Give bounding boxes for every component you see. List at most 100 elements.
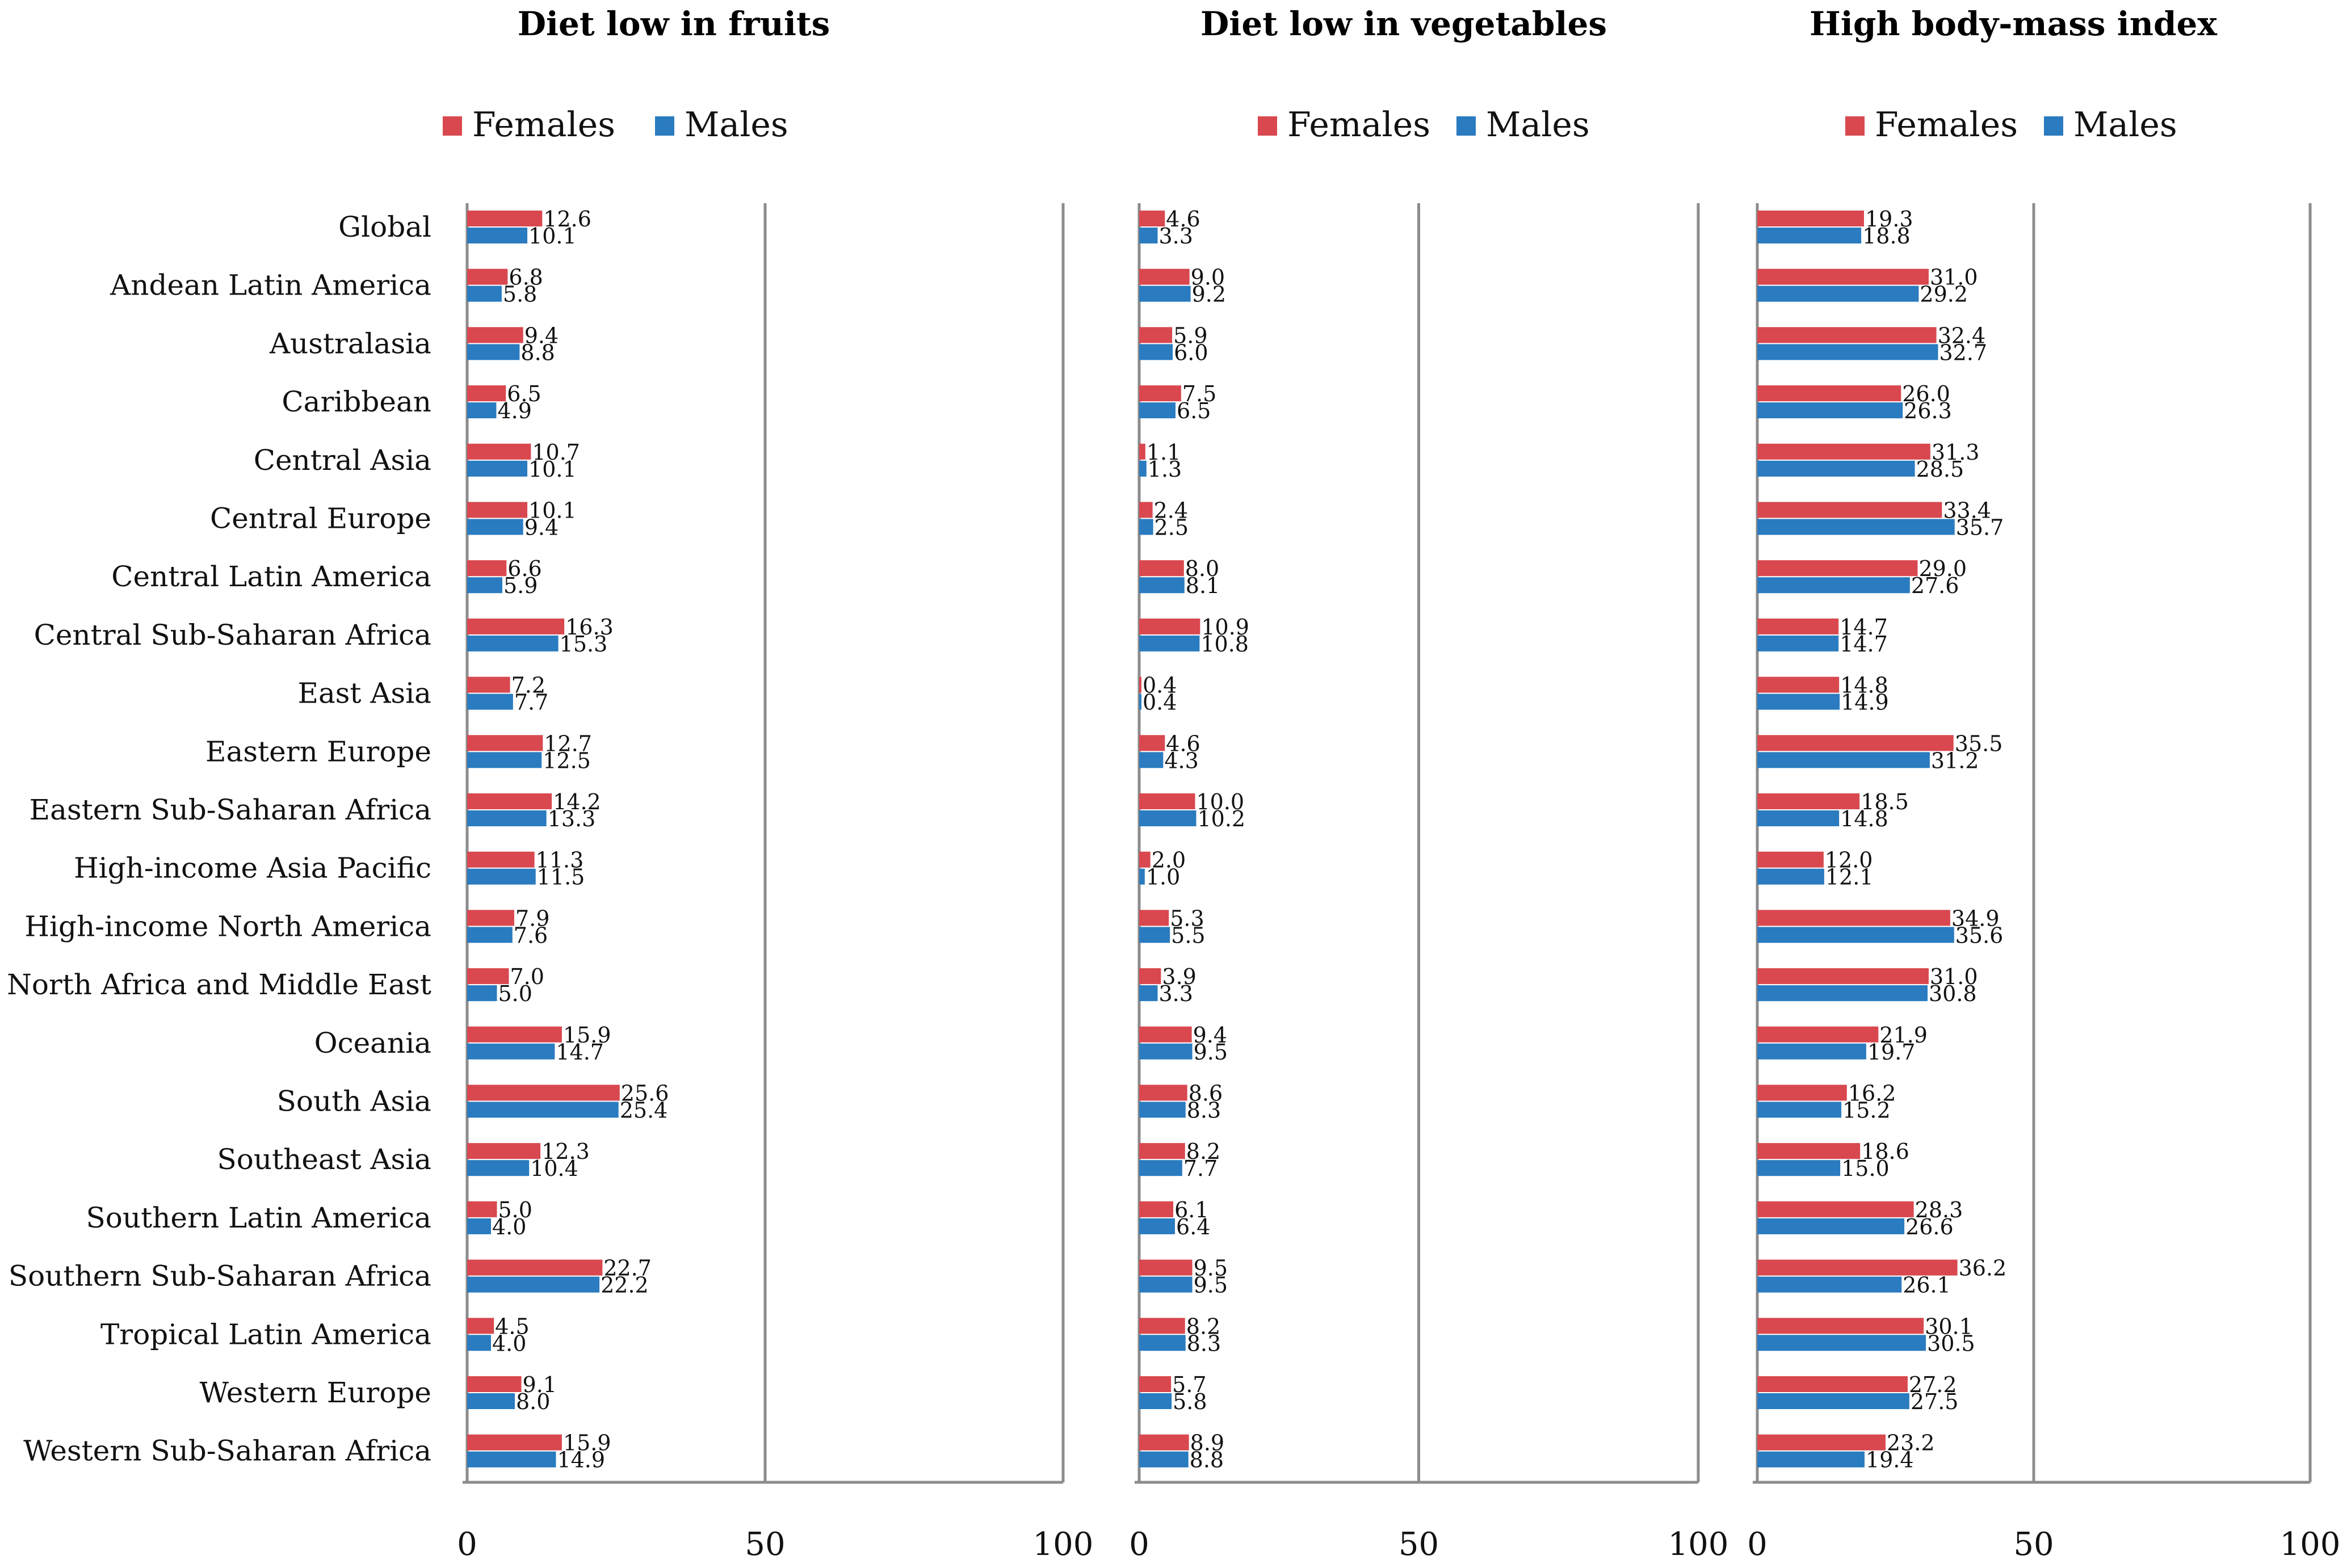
data-label-females-east-asia: 7.2: [511, 673, 545, 698]
data-label-males-high-income-asia-pacific: 11.5: [537, 865, 585, 890]
category-label-tropical-latin-america: Tropical Latin America: [100, 1318, 431, 1351]
category-label-southern-sub-saharan-africa: Southern Sub-Saharan Africa: [9, 1260, 431, 1293]
category-label-oceania: Oceania: [314, 1027, 431, 1060]
data-label-females-eastern-sub-saharan-africa: 18.5: [1861, 789, 1909, 814]
bar-females-eastern-sub-saharan-africa: [467, 793, 552, 809]
data-label-males-central-europe: 35.7: [1956, 515, 2004, 540]
data-label-males-high-income-north-america: 5.5: [1171, 923, 1205, 948]
data-label-females-caribbean: 7.5: [1182, 381, 1216, 406]
legend-label-females: Females: [1875, 105, 2018, 145]
chart-panel-high-body-mass-index: High body-mass index Females Males 0 50 100 19…: [1747, 5, 2340, 1563]
x-tick-label-50: 50: [2013, 1526, 2054, 1563]
data-label-females-western-europe: 27.2: [1909, 1372, 1957, 1397]
bar-females-central-europe: [467, 502, 528, 518]
data-label-females-central-latin-america: 6.6: [507, 556, 541, 581]
bar-males-east-asia: [467, 693, 513, 710]
data-label-males-central-latin-america: 5.9: [503, 573, 538, 598]
data-label-females-high-income-north-america: 34.9: [1951, 906, 2000, 931]
data-label-males-central-sub-saharan-africa: 14.7: [1840, 632, 1888, 657]
data-label-females-oceania: 15.9: [563, 1023, 611, 1048]
bar-females-central-europe: [1139, 502, 1153, 518]
data-label-males-tropical-latin-america: 30.5: [1927, 1331, 1975, 1356]
bar-females-central-europe: [1757, 502, 1942, 518]
legend-swatch-females: [1845, 116, 1865, 136]
bar-females-southern-sub-saharan-africa: [1139, 1259, 1193, 1276]
data-label-females-australasia: 9.4: [524, 323, 559, 348]
bar-males-global: [1139, 228, 1158, 243]
data-label-females-western-sub-saharan-africa: 8.9: [1190, 1431, 1224, 1456]
data-label-males-north-africa-and-middle-east: 3.3: [1159, 981, 1193, 1006]
data-label-males-east-asia: 0.4: [1143, 690, 1177, 715]
bar-females-tropical-latin-america: [467, 1318, 494, 1334]
bar-females-oceania: [1757, 1026, 1879, 1042]
data-label-males-tropical-latin-america: 8.3: [1187, 1331, 1221, 1356]
bar-females-tropical-latin-america: [1757, 1318, 1924, 1334]
bar-males-oceania: [1139, 1043, 1193, 1060]
bar-males-central-europe: [467, 519, 523, 535]
bar-females-southern-latin-america: [467, 1201, 497, 1217]
chart-legend: Females Males: [1845, 105, 2177, 145]
bar-females-tropical-latin-america: [1139, 1318, 1185, 1334]
data-label-males-oceania: 9.5: [1194, 1040, 1228, 1065]
category-label-western-europe: Western Europe: [199, 1376, 431, 1409]
data-label-females-australasia: 32.4: [1938, 323, 1986, 348]
bar-males-north-africa-and-middle-east: [1139, 985, 1158, 1002]
data-label-females-eastern-sub-saharan-africa: 14.2: [553, 789, 601, 814]
data-label-males-southern-sub-saharan-africa: 26.1: [1903, 1273, 1951, 1298]
bar-males-global: [1757, 228, 1862, 243]
data-label-males-andean-latin-america: 9.2: [1192, 282, 1226, 307]
x-tick-label-100: 100: [1668, 1526, 1729, 1563]
data-label-males-east-asia: 7.7: [514, 690, 548, 715]
data-label-females-eastern-europe: 4.6: [1166, 731, 1200, 756]
bar-males-eastern-europe: [467, 752, 542, 768]
category-label-high-income-asia-pacific: High-income Asia Pacific: [74, 852, 431, 885]
data-label-males-southeast-asia: 15.0: [1841, 1156, 1890, 1181]
data-label-males-eastern-europe: 31.2: [1931, 748, 1979, 773]
bar-females-southern-latin-america: [1757, 1201, 1914, 1217]
x-tick-label-100: 100: [1033, 1526, 1094, 1563]
category-label-australasia: Australasia: [269, 327, 431, 360]
bar-males-central-asia: [467, 460, 528, 477]
chart-title: Diet low in fruits: [518, 5, 830, 43]
category-label-south-asia: South Asia: [277, 1085, 431, 1118]
data-label-females-south-asia: 8.6: [1189, 1081, 1223, 1106]
bar-females-andean-latin-america: [467, 268, 508, 285]
data-label-males-eastern-sub-saharan-africa: 13.3: [548, 806, 596, 831]
bar-females-high-income-north-america: [1757, 910, 1950, 926]
bar-females-central-sub-saharan-africa: [467, 618, 565, 634]
data-label-females-andean-latin-america: 6.8: [509, 265, 543, 290]
series-females: 19.3 31.0 32.4 26.0 31.3 33.4 29.0 14.7 14.8 35.5…: [1757, 207, 2006, 1456]
data-label-females-south-asia: 25.6: [621, 1081, 669, 1106]
bar-males-central-asia: [1139, 460, 1147, 477]
bar-males-andean-latin-america: [1757, 285, 1919, 302]
category-label-eastern-europe: Eastern Europe: [205, 735, 431, 768]
data-label-males-central-sub-saharan-africa: 15.3: [560, 632, 608, 657]
bar-males-eastern-europe: [1757, 752, 1930, 768]
data-label-females-southeast-asia: 8.2: [1186, 1139, 1220, 1164]
category-label-high-income-north-america: High-income North America: [24, 910, 431, 943]
chart-panel-diet-low-in-vegetables: Diet low in vegetables Females Males 0 50 100…: [1129, 5, 1728, 1563]
data-label-females-east-asia: 14.8: [1840, 673, 1888, 698]
legend-swatch-females: [1258, 116, 1277, 136]
bar-males-western-europe: [1139, 1393, 1172, 1409]
bar-females-central-asia: [1139, 443, 1145, 460]
data-label-females-western-sub-saharan-africa: 15.9: [563, 1431, 611, 1456]
data-label-males-oceania: 19.7: [1867, 1040, 1916, 1065]
data-label-males-oceania: 14.7: [556, 1040, 604, 1065]
bar-males-east-asia: [1757, 693, 1840, 710]
data-label-females-north-africa-and-middle-east: 7.0: [510, 964, 544, 989]
bar-males-central-latin-america: [1139, 577, 1185, 594]
bar-females-australasia: [467, 327, 523, 343]
data-label-males-high-income-north-america: 35.6: [1955, 923, 2004, 948]
data-label-males-western-sub-saharan-africa: 14.9: [557, 1448, 605, 1473]
bar-males-australasia: [467, 344, 520, 360]
data-label-females-global: 4.6: [1166, 207, 1200, 232]
data-label-males-global: 18.8: [1862, 224, 1911, 249]
chart-title: Diet low in vegetables: [1200, 5, 1607, 43]
chart-legend: Females Males: [443, 105, 788, 145]
series-males: 10.15.88.84.910.19.45.915.37.712.513.311…: [467, 224, 667, 1473]
bar-females-western-sub-saharan-africa: [1139, 1434, 1189, 1451]
bar-males-western-europe: [467, 1393, 515, 1409]
bar-females-eastern-europe: [1139, 735, 1165, 751]
bar-males-southern-sub-saharan-africa: [467, 1276, 600, 1293]
